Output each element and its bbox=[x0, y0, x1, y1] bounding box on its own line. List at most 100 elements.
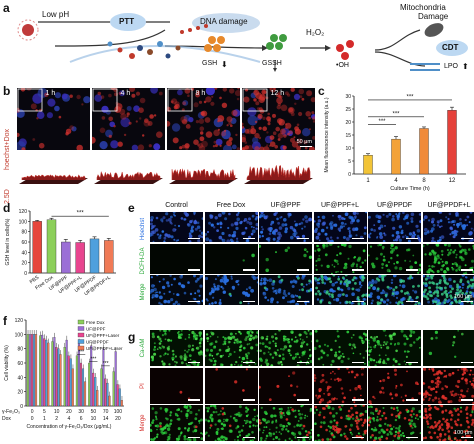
scale-bar bbox=[406, 237, 418, 239]
x-row1-label: γ-Fe₂O₃ bbox=[2, 409, 20, 415]
scale-bar bbox=[460, 399, 473, 401]
ptt-label: PTT bbox=[119, 17, 135, 26]
bar-4 bbox=[391, 138, 401, 175]
panel-d-letter: d bbox=[3, 201, 11, 215]
significance-marker: *** bbox=[378, 119, 386, 125]
panel-b-letter: b bbox=[3, 84, 11, 98]
cdt-glow-icon bbox=[436, 40, 468, 56]
scale-bar bbox=[297, 436, 309, 438]
bar-UF@PPDF+L bbox=[104, 240, 114, 274]
y-tick-label: 120 bbox=[15, 318, 24, 324]
scale-bar bbox=[406, 300, 418, 302]
row-label-1: Ca-AM bbox=[140, 338, 146, 358]
legend-label-5: UF@PPDF+Laser bbox=[86, 346, 123, 351]
scale-bar bbox=[351, 436, 364, 438]
x-row2-value: 20 bbox=[115, 416, 121, 422]
scale-bar bbox=[297, 361, 309, 363]
merge-tile-6: 100 μm bbox=[422, 275, 474, 305]
scale-bar bbox=[297, 300, 309, 302]
micrograph-inset-2 bbox=[92, 88, 118, 112]
significance-marker: *** bbox=[77, 211, 85, 217]
y-tick-label: 0 bbox=[20, 404, 23, 410]
bar-UF@PPF bbox=[61, 241, 71, 274]
bar-UF@PPF+Laser-5 bbox=[43, 338, 46, 407]
scale-bar bbox=[188, 269, 200, 271]
row-label-1: Hoechst bbox=[140, 218, 146, 241]
bar-Free Dox-50 bbox=[88, 362, 91, 407]
scale-bar bbox=[460, 269, 473, 271]
x-row1-value: 20 bbox=[66, 409, 72, 415]
scale-bar bbox=[460, 361, 473, 363]
scale-bar bbox=[460, 237, 473, 239]
legend-label-1: Free Dox bbox=[86, 320, 105, 325]
x-row2-value: 6 bbox=[80, 416, 83, 422]
scale-bar-label: 100 μm bbox=[454, 430, 473, 436]
gssh-icon bbox=[266, 34, 287, 50]
micrograph-2: 4 h bbox=[92, 88, 165, 150]
dcfh-tile-5 bbox=[368, 243, 421, 274]
scale-bar bbox=[242, 361, 255, 363]
significance-marker: *** bbox=[103, 361, 109, 367]
mitochondria-icon bbox=[424, 23, 444, 37]
x-row1-value: 10 bbox=[54, 409, 60, 415]
bar-UF@PPDF-50 bbox=[94, 377, 97, 407]
y-tick-label: 100 bbox=[19, 219, 28, 225]
scale-bar bbox=[351, 300, 364, 302]
cdt-label: CDT bbox=[442, 43, 459, 52]
x-row1-value: 0 bbox=[31, 409, 34, 415]
y-tick-label: 80 bbox=[21, 230, 27, 236]
x-tick-label: 1 bbox=[366, 178, 370, 184]
panel-g-images: Ca-AM PI Merge 100 μm bbox=[140, 330, 474, 444]
bar-UF@PPF-10 bbox=[53, 337, 56, 407]
bar-UF@PPDF+Laser-30 bbox=[84, 381, 87, 407]
y-tick-label: 40 bbox=[21, 250, 27, 256]
legend-swatch-4 bbox=[77, 339, 85, 344]
dox-dots-icon bbox=[180, 24, 208, 34]
hoechst-tile-5 bbox=[368, 212, 421, 242]
bar-UF@PPDF+Laser-5 bbox=[47, 342, 50, 407]
bar-Free Dox-100 bbox=[112, 371, 115, 407]
scale-bar bbox=[460, 300, 473, 302]
dcfh-tile-1 bbox=[150, 243, 203, 274]
scale-bar bbox=[242, 300, 255, 302]
x-row2-value: 1 bbox=[43, 416, 46, 422]
bar-Free Dox-30 bbox=[75, 355, 78, 407]
scale-bar-label: 50 μm bbox=[296, 139, 312, 145]
panel-f-letter: f bbox=[3, 314, 7, 328]
bar-UF@PPF+Laser-50 bbox=[92, 372, 95, 407]
x-row1-value: 50 bbox=[91, 409, 97, 415]
merge-tile-1 bbox=[150, 275, 203, 305]
pi-tile-3 bbox=[259, 367, 312, 404]
significance-marker: *** bbox=[90, 357, 96, 363]
panel-b-images: 1 h 4 h 8 h 12 h 50 μm bbox=[17, 86, 317, 194]
y-axis-label: Mean fluorescence intensity (a.u.) bbox=[324, 97, 330, 172]
x-tick-label: PBS bbox=[29, 274, 41, 285]
y-tick-label: 15 bbox=[345, 133, 351, 139]
bar-UF@PPF-70 bbox=[102, 348, 105, 407]
micrograph-3: 8 h bbox=[167, 88, 240, 150]
drug-cluster-icon bbox=[107, 41, 181, 59]
bar-UF@PPDF+Laser-10 bbox=[59, 354, 62, 407]
panel-e-letter: e bbox=[128, 201, 135, 215]
pi-tile-2 bbox=[204, 367, 258, 404]
pi-tile-1 bbox=[150, 367, 203, 404]
x-tick-label: 12 bbox=[449, 178, 456, 184]
bar-UF@PPF+L bbox=[75, 242, 85, 274]
bar-Free Dox-5 bbox=[39, 335, 42, 407]
legend-label-3: UF@PPF+Laser bbox=[86, 333, 120, 338]
legend-swatch-2 bbox=[77, 326, 85, 331]
bar-UF@PPDF-20 bbox=[69, 358, 72, 407]
y-tick-label: 20 bbox=[21, 261, 27, 267]
merge-tile-2 bbox=[204, 275, 258, 305]
hoechst-tile-3 bbox=[259, 212, 312, 242]
bar-UF@PPDF-10 bbox=[57, 348, 60, 407]
y-tick-label: 20 bbox=[345, 120, 351, 126]
bar-UF@PPF-50 bbox=[90, 345, 93, 407]
gsh-icon bbox=[204, 36, 225, 52]
time-label-1: 1 h bbox=[45, 90, 56, 97]
bar-PBS bbox=[32, 221, 42, 274]
bar-Free Dox bbox=[46, 219, 57, 274]
bar-UF@PPF-5 bbox=[41, 334, 44, 407]
